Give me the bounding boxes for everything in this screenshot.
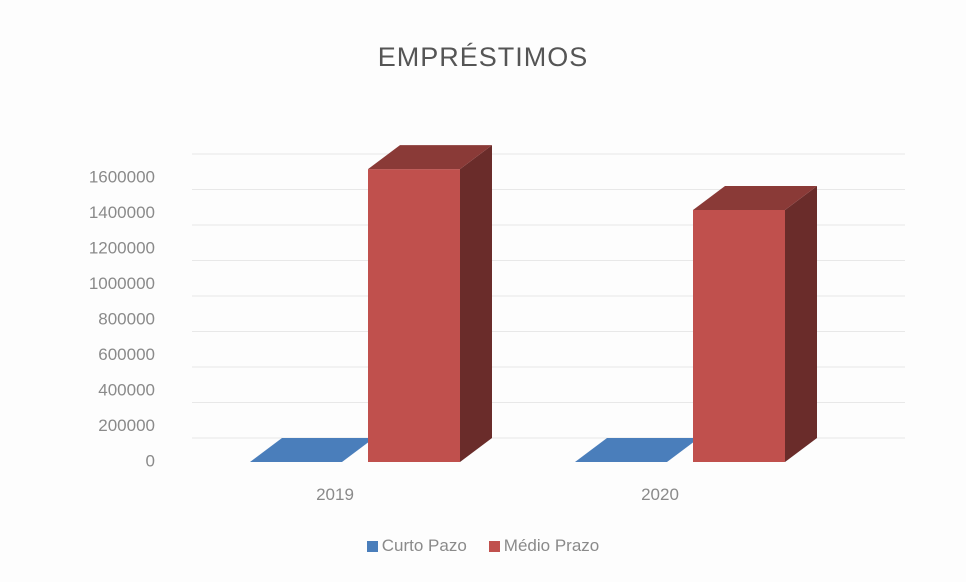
y-tick-label: 0 [146, 451, 155, 470]
legend-item-medio-prazo: Médio Prazo [488, 536, 600, 556]
x-category-label: 2019 [316, 485, 354, 504]
y-tick-label: 600000 [98, 345, 155, 364]
bar-medio-prazo-2020 [693, 185, 817, 462]
legend-item-curto-pazo: Curto Pazo [366, 536, 467, 556]
y-tick-label: 1400000 [89, 203, 155, 222]
y-tick-label: 800000 [98, 309, 155, 328]
legend-label-medio-prazo: Médio Prazo [503, 536, 600, 555]
bar-medio-prazo-2019 [368, 145, 492, 462]
y-tick-label: 200000 [98, 416, 155, 435]
y-tick-label: 1000000 [89, 274, 155, 293]
bar-floor [250, 438, 374, 462]
bar-top [368, 145, 492, 170]
chart-title: EMPRÉSTIMOS [377, 42, 589, 72]
bar-front [368, 169, 460, 462]
bar-side [460, 145, 492, 462]
bar-curto-pazo-2020 [575, 438, 699, 462]
bar-floor [575, 438, 699, 462]
y-tick-label: 1200000 [89, 238, 155, 257]
bar-curto-pazo-2019 [250, 438, 374, 462]
legend-swatch-curto-pazo [366, 540, 378, 552]
x-category-label: 2020 [641, 485, 679, 504]
bar-side [785, 185, 817, 462]
y-tick-label: 1600000 [89, 167, 155, 186]
legend-swatch-medio-prazo [488, 540, 500, 552]
bar-front [693, 209, 785, 462]
legend-label-curto-pazo: Curto Pazo [381, 536, 467, 555]
chart-legend: Curto Pazo Médio Prazo [0, 536, 966, 556]
bar-top [693, 185, 817, 210]
y-tick-label: 400000 [98, 380, 155, 399]
